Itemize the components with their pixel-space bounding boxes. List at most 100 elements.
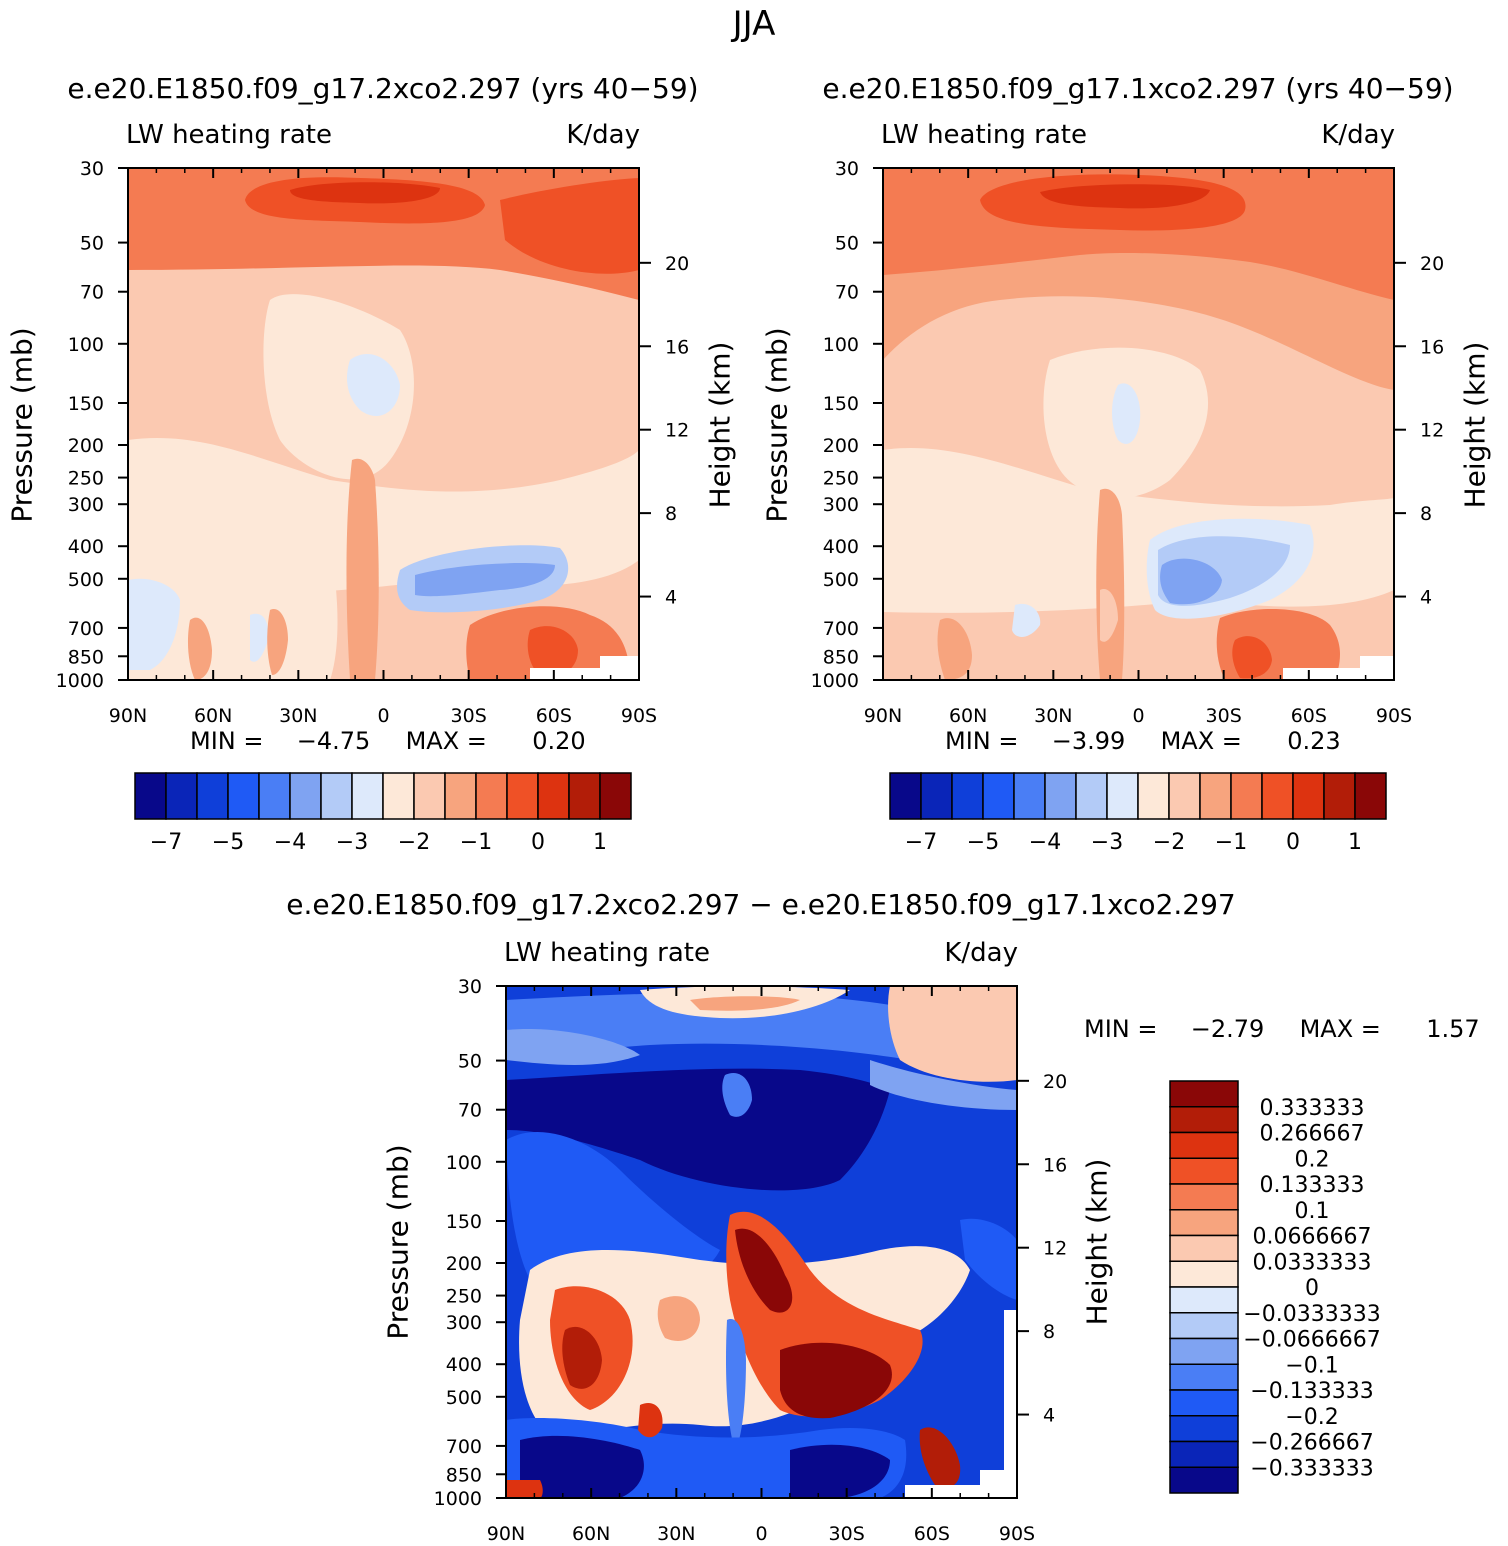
left-min-value: −4.75: [296, 727, 371, 755]
diff-min-value: −2.79: [1190, 1015, 1265, 1043]
right-max-label: MAX =: [1160, 727, 1242, 755]
colorbar-label: −3: [336, 830, 368, 855]
right-heatmap-field: [883, 168, 1394, 680]
y2-tick-label: 8: [1043, 1321, 1055, 1343]
y2-tick-label: 4: [665, 587, 677, 609]
y2-tick-label: 20: [665, 253, 689, 275]
diff-units-label: K/day: [944, 938, 1018, 968]
colorbar-swatch: [134, 772, 167, 820]
colorbar-swatch: [1169, 1389, 1239, 1417]
colorbar-swatch: [1169, 1234, 1239, 1262]
colorbar-swatch: [1169, 1363, 1239, 1391]
colorbar-swatch: [413, 772, 446, 820]
colorbar-swatch: [889, 772, 922, 820]
colorbar-swatch: [1169, 1337, 1239, 1365]
colorbar-swatch: [165, 772, 198, 820]
colorbar-label: −0.0333333: [1243, 1302, 1380, 1327]
colorbar-label: −0.0666667: [1243, 1328, 1380, 1353]
left-heatmap-field: [128, 168, 639, 680]
colorbar-swatch: [951, 772, 984, 820]
left-colorbar: −7 −5 −4 −3 −2 −1 0 1: [134, 772, 632, 855]
diff-axes: 90N 60N 30N 0 30S 60S 90S 30 50 70 100 150 200 250 300…: [434, 976, 1068, 1545]
x-tick-label: 30S: [451, 705, 487, 727]
colorbar-label: −0.266667: [1250, 1431, 1373, 1456]
colorbar-swatch: [1169, 1080, 1239, 1108]
colorbar-swatch: [382, 772, 415, 820]
x-tick-label: 90S: [999, 1523, 1035, 1545]
y-tick-label: 100: [446, 1152, 482, 1174]
y2-tick-label: 20: [1043, 1071, 1067, 1093]
figure-title: JJA: [732, 4, 776, 44]
right-min-value: −3.99: [1051, 727, 1126, 755]
colorbar-swatch: [475, 772, 508, 820]
diff-colorbar: 0.3333330.2666670.20.1333330.10.06666670…: [1169, 1080, 1381, 1494]
y2-tick-label: 8: [1420, 503, 1432, 525]
y-tick-label: 200: [446, 1253, 482, 1275]
colorbar-swatch: [227, 772, 260, 820]
colorbar-swatch: [1169, 1157, 1239, 1185]
colorbar-label: −0.1: [1285, 1353, 1338, 1378]
colorbar-label: 0.266667: [1260, 1122, 1365, 1147]
left-variable-label: LW heating rate: [126, 120, 332, 150]
y-tick-label: 1000: [434, 1488, 482, 1510]
colorbar-label: −4: [274, 830, 306, 855]
colorbar-swatch: [1169, 1415, 1239, 1443]
x-tick-label: 90N: [487, 1523, 525, 1545]
y-tick-label: 150: [68, 393, 104, 415]
colorbar-label: 0.0666667: [1253, 1225, 1372, 1250]
colorbar-label: 0.333333: [1260, 1096, 1365, 1121]
colorbar-swatch: [982, 772, 1015, 820]
colorbar-label: 0: [531, 830, 545, 855]
colorbar-label: 0.133333: [1260, 1173, 1365, 1198]
y-tick-label: 850: [446, 1464, 482, 1486]
y-tick-label: 500: [446, 1387, 482, 1409]
y-tick-label: 30: [80, 158, 104, 180]
colorbar-label: −1: [460, 830, 492, 855]
colorbar-label: 0.0333333: [1253, 1250, 1372, 1275]
x-tick-label: 30S: [1206, 705, 1242, 727]
diff-min-max: MIN = −2.79 MAX = 1.57: [1084, 1015, 1480, 1043]
diff-max-label: MAX =: [1299, 1015, 1381, 1043]
colorbar-label: 1: [1348, 830, 1362, 855]
colorbar-swatch: [1106, 772, 1139, 820]
left-axes: 90N 60N 30N 0 30S 60S 90S 30 50 70 100 150 200 250 300…: [56, 158, 690, 727]
y-tick-label: 100: [68, 334, 104, 356]
y-tick-label: 400: [446, 1354, 482, 1376]
colorbar-label: −2: [398, 830, 430, 855]
y2-tick-label: 12: [665, 420, 689, 442]
diff-panel-title: e.e20.E1850.f09_g17.2xco2.297 − e.e20.E1…: [286, 888, 1236, 921]
x-tick-label: 0: [755, 1523, 767, 1545]
colorbar-swatch: [920, 772, 953, 820]
y-tick-label: 30: [835, 158, 859, 180]
y-tick-label: 500: [68, 569, 104, 591]
colorbar-label: −0.333333: [1250, 1456, 1373, 1481]
right-units-label: K/day: [1321, 120, 1395, 150]
y-tick-label: 250: [68, 468, 104, 490]
x-tick-label: 60S: [914, 1523, 950, 1545]
colorbar-swatch: [1169, 1183, 1239, 1211]
colorbar-swatch: [506, 772, 539, 820]
y-tick-label: 300: [446, 1312, 482, 1334]
y-tick-label: 250: [446, 1286, 482, 1308]
colorbar-swatch: [258, 772, 291, 820]
colorbar-label: −3: [1091, 830, 1123, 855]
left-max-label: MAX =: [405, 727, 487, 755]
y-tick-label: 250: [823, 468, 859, 490]
x-tick-label: 30N: [279, 705, 317, 727]
colorbar-swatch: [1199, 772, 1232, 820]
y-tick-label: 70: [80, 282, 104, 304]
y-tick-label: 700: [68, 618, 104, 640]
diff-variable-label: LW heating rate: [504, 938, 710, 968]
left-min-label: MIN =: [190, 727, 264, 755]
x-tick-label: 30N: [657, 1523, 695, 1545]
y2-tick-label: 20: [1420, 253, 1444, 275]
y-tick-label: 300: [68, 494, 104, 516]
y-tick-label: 700: [446, 1436, 482, 1458]
colorbar-swatch: [1230, 772, 1263, 820]
y-tick-label: 400: [823, 536, 859, 558]
y-tick-label: 70: [458, 1100, 482, 1122]
colorbar-swatch: [1169, 1286, 1239, 1314]
x-tick-label: 90S: [1376, 705, 1412, 727]
x-tick-label: 30N: [1034, 705, 1072, 727]
left-min-max: MIN = −4.75 MAX = 0.20: [190, 727, 586, 755]
